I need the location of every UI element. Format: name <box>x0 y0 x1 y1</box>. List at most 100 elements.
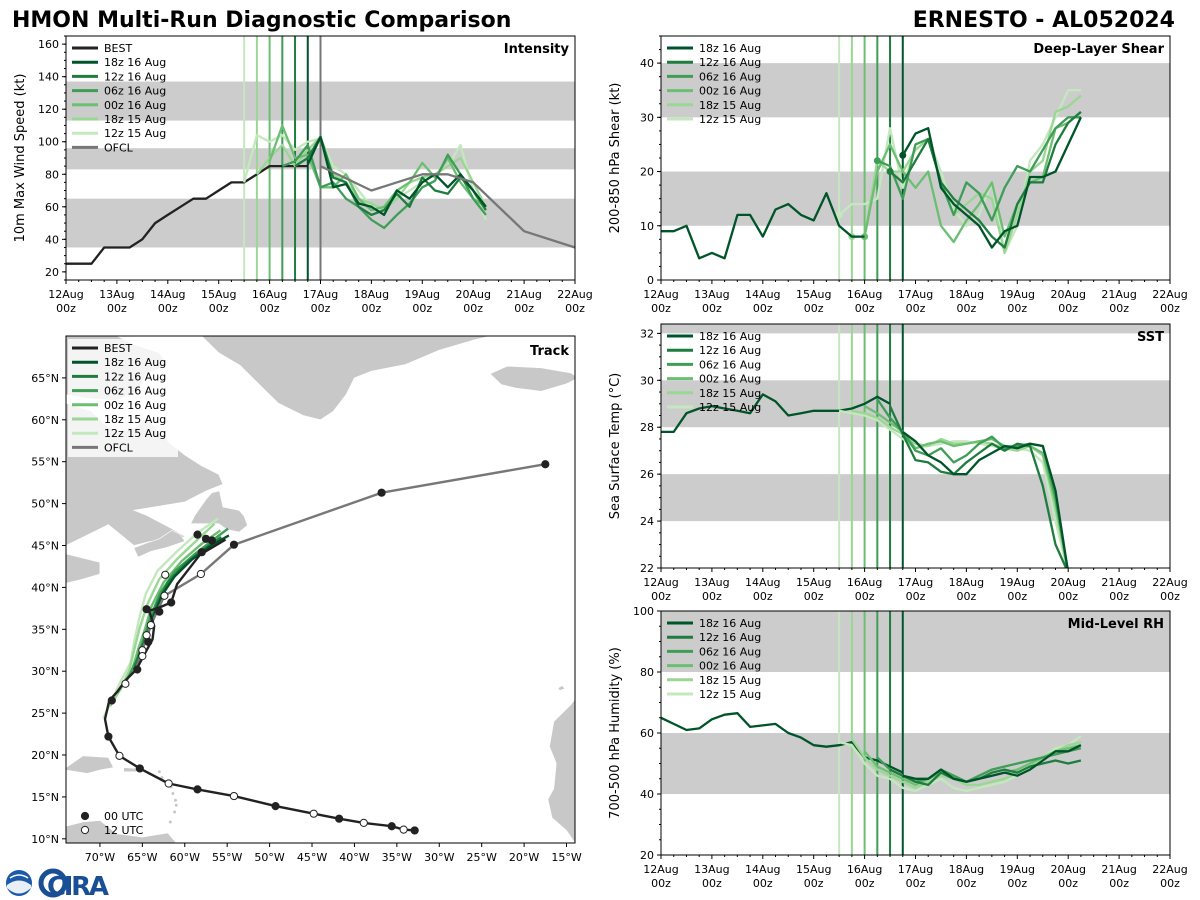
rh-xtick-label: 20Aug <box>1050 863 1085 876</box>
track-frame <box>65 335 576 844</box>
shear-start-dot-3 <box>873 157 881 165</box>
shear-xtick-label: 12Aug <box>643 288 678 301</box>
intensity-legend-label: 00z 16 Aug <box>104 99 166 112</box>
sst-plot-area <box>661 324 1170 568</box>
intensity-xtick-label: 19Aug <box>405 288 440 301</box>
sst-ytick-label: 32 <box>640 327 654 340</box>
track-ytick-label: 30°N <box>31 665 59 678</box>
intensity-ylabel: 10m Max Wind Speed (kt) <box>13 74 28 243</box>
shear-ytick-label: 10 <box>640 220 654 233</box>
track-series-18z-15-aug <box>109 522 216 708</box>
rh-panel: 2040608010012Aug00z13Aug00z14Aug00z15Aug… <box>608 605 1188 890</box>
intensity-xtick-label: 20Aug <box>455 288 490 301</box>
caribbean-land <box>66 755 114 774</box>
intensity-xtick-sublabel: 00z <box>463 302 483 315</box>
storm-title: ERNESTO - AL052024 <box>913 8 1175 33</box>
sst-series-12z-16-aug <box>888 405 1068 568</box>
shear-panel: 01020304012Aug00z13Aug00z14Aug00z15Aug00… <box>608 35 1188 315</box>
track-legend-label: OFCL <box>104 441 134 454</box>
shear-legend-label: 18z 16 Aug <box>699 42 761 55</box>
sst-band-2 <box>661 324 1170 334</box>
intensity-xtick-label: 15Aug <box>201 288 236 301</box>
rh-xtick-sublabel: 00z <box>906 877 926 890</box>
shear-title: Deep-Layer Shear <box>1033 42 1164 57</box>
intensity-panel: 2040608010012014016012Aug00z13Aug00z14Au… <box>13 35 593 315</box>
shear-start-dot-0 <box>835 211 843 219</box>
track-marker-00utc <box>410 826 419 835</box>
track-xtick-label: 20°W <box>509 851 539 864</box>
intensity-ytick-label: 20 <box>45 266 59 279</box>
sst-xtick-label: 16Aug <box>847 576 882 589</box>
shear-xtick-label: 15Aug <box>796 288 831 301</box>
track-marker-00utc <box>387 822 396 831</box>
track-ytick-label: 40°N <box>31 581 59 594</box>
shear-xtick-sublabel: 00z <box>753 302 773 315</box>
intensity-series-06z-16-aug <box>281 143 487 230</box>
sst-legend-label: 18z 15 Aug <box>699 387 761 400</box>
track-ytick-label: 55°N <box>31 456 59 469</box>
sst-ytick-label: 24 <box>640 515 654 528</box>
track-marker-00utc <box>155 607 164 616</box>
sst-band-1 <box>661 380 1170 428</box>
intensity-plot-area <box>66 36 575 280</box>
intensity-xtick-label: 21Aug <box>506 288 541 301</box>
shear-series-12z-15-aug <box>838 89 1081 255</box>
shear-series-00z-16-aug <box>863 111 1082 244</box>
rh-xtick-sublabel: 00z <box>1007 877 1027 890</box>
shear-series-18z-16-aug <box>901 116 1082 249</box>
antilles-island <box>173 810 177 814</box>
shear-band-0 <box>661 171 1170 226</box>
shear-series-06z-16-aug <box>876 116 1081 222</box>
shear-legend-label: 00z 16 Aug <box>699 85 761 98</box>
rh-xtick-sublabel: 00z <box>855 877 875 890</box>
track-legend-bg <box>68 339 178 457</box>
track-marker-legend-symbol <box>80 825 90 835</box>
rh-xtick-label: 12Aug <box>643 863 678 876</box>
shear-xtick-label: 19Aug <box>1000 288 1035 301</box>
rh-xtick-sublabel: 00z <box>651 877 671 890</box>
track-legend-label: 12z 16 Aug <box>104 370 166 383</box>
rh-band-1 <box>661 611 1170 672</box>
intensity-xtick-label: 18Aug <box>354 288 389 301</box>
track-ytick-label: 20°N <box>31 749 59 762</box>
sst-xtick-label: 13Aug <box>694 576 729 589</box>
shear-xtick-sublabel: 00z <box>651 302 671 315</box>
sst-xtick-label: 18Aug <box>949 576 984 589</box>
rh-legend-label: 12z 15 Aug <box>699 688 761 701</box>
africa-land <box>547 336 575 843</box>
rh-xtick-sublabel: 00z <box>957 877 977 890</box>
sst-xtick-label: 19Aug <box>1000 576 1035 589</box>
sst-legend-label: 18z 16 Aug <box>699 330 761 343</box>
sst-legend-label: 06z 16 Aug <box>699 358 761 371</box>
track-marker-12utc <box>121 679 130 688</box>
intensity-xtick-sublabel: 00z <box>362 302 382 315</box>
track-xtick-label: 35°W <box>382 851 412 864</box>
nova-scotia-land <box>133 530 186 558</box>
rh-ytick-label: 60 <box>640 727 654 740</box>
track-marker-legend-symbol <box>80 811 90 821</box>
sst-ytick-label: 22 <box>640 562 654 575</box>
noaa-logo <box>6 870 32 896</box>
rh-xtick-sublabel: 00z <box>702 877 722 890</box>
track-xtick-label: 65°W <box>127 851 157 864</box>
sst-xtick-sublabel: 00z <box>1160 590 1180 603</box>
rh-xtick-sublabel: 00z <box>753 877 773 890</box>
shear-xtick-label: 21Aug <box>1101 288 1136 301</box>
track-marker-12utc <box>115 751 124 760</box>
sst-xtick-sublabel: 00z <box>855 590 875 603</box>
track-marker-12utc <box>161 570 170 579</box>
antilles-island <box>171 792 175 796</box>
rh-ytick-label: 100 <box>633 605 654 618</box>
track-marker-12utc <box>359 818 368 827</box>
rh-legend-label: 00z 16 Aug <box>699 660 761 673</box>
sst-series-18z-16-aug <box>902 430 1069 568</box>
rh-series-12z-16-aug <box>889 759 1082 787</box>
track-marker-00utc <box>207 536 217 545</box>
track-marker-12utc <box>229 791 239 801</box>
intensity-ytick-label: 80 <box>45 168 59 181</box>
track-xtick-label: 45°W <box>297 851 327 864</box>
shear-start-dot-5 <box>899 151 907 159</box>
rh-legend-label: 12z 16 Aug <box>699 631 761 644</box>
shear-ytick-label: 30 <box>640 111 654 124</box>
